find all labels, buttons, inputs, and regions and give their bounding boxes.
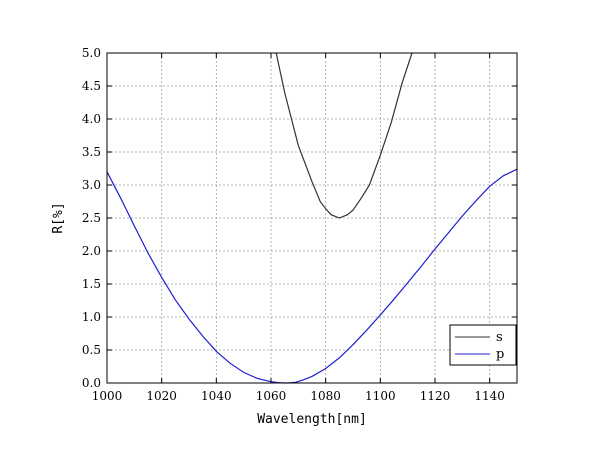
- y-tick-label: 5.0: [82, 46, 101, 60]
- series-layer: [106, 52, 518, 384]
- series-line-p: [106, 168, 518, 384]
- y-axis-label: R[%]: [51, 202, 66, 233]
- y-tick-label: 4.5: [82, 79, 101, 93]
- y-tick-label: 2.5: [82, 211, 101, 225]
- y-tick-label: 0.0: [82, 376, 101, 390]
- legend-box: [449, 324, 517, 366]
- x-tick-label: 1100: [365, 389, 396, 403]
- series-line-s: [275, 52, 413, 219]
- y-tick-label: 4.0: [82, 112, 101, 126]
- y-tick-label: 1.5: [82, 277, 101, 291]
- legend: s p: [449, 324, 517, 366]
- x-tick-label: 1040: [201, 389, 232, 403]
- y-tick-label: 3.5: [82, 145, 101, 159]
- x-tick-label: 1080: [310, 389, 341, 403]
- x-tick-label: 1020: [146, 389, 177, 403]
- y-tick-label: 3.0: [82, 178, 101, 192]
- y-tick-label: 2.0: [82, 244, 101, 258]
- x-tick-label: 1120: [420, 389, 451, 403]
- axis-ticks: [106, 52, 517, 384]
- x-tick-label: 1060: [256, 389, 287, 403]
- legend-label-p: p: [496, 347, 504, 362]
- y-tick-label: 0.5: [82, 343, 101, 357]
- x-tick-label: 1000: [92, 389, 123, 403]
- x-tick-label: 1140: [474, 389, 505, 403]
- grid: [107, 53, 517, 383]
- tick-labels: 1000 1020 1040 1060 1080 1100 1120 1140 0.0 0.5 1.…: [82, 46, 505, 403]
- legend-label-s: s: [496, 330, 503, 345]
- y-tick-label: 1.0: [82, 310, 101, 324]
- x-axis-label: Wavelength[nm]: [257, 412, 367, 427]
